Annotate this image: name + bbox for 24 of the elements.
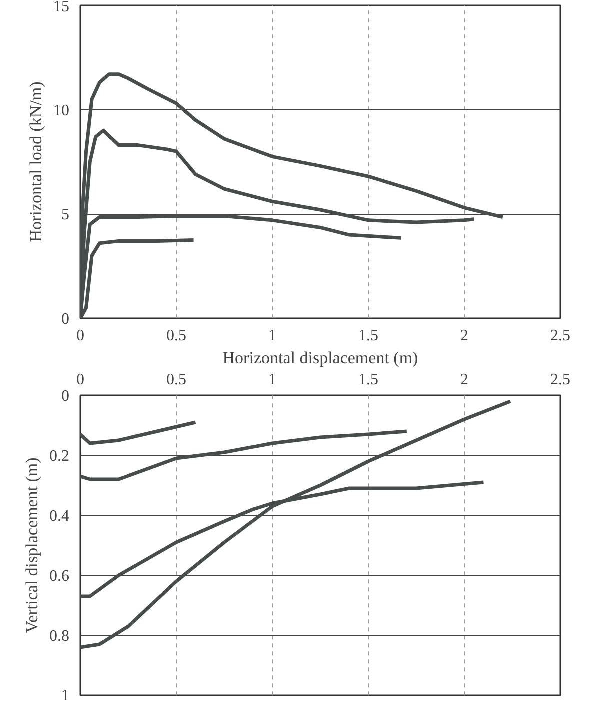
x-tick-label: 1 bbox=[268, 328, 276, 344]
y-tick-label: 5 bbox=[62, 206, 70, 224]
y-tick-label: 0 bbox=[62, 311, 70, 328]
y-tick-label: 10 bbox=[54, 102, 70, 120]
y-axis-title: Horizontal load (kN/m) bbox=[26, 82, 46, 242]
x-tick-label: 0 bbox=[76, 328, 84, 344]
y-tick-label: 15 bbox=[54, 0, 70, 16]
x2-tick-label: 1.5 bbox=[358, 372, 378, 388]
y-axis-title: Vertical displacement (m) bbox=[22, 458, 42, 634]
x-axis-title: Horizontal displacement (m) bbox=[222, 348, 418, 368]
y-tick-label: 0.2 bbox=[50, 448, 70, 465]
y-tick-label: 0 bbox=[62, 388, 70, 405]
x-tick-label: 1.5 bbox=[358, 328, 378, 344]
y-tick-label: 0.4 bbox=[50, 508, 70, 525]
y-tick-label: 0.6 bbox=[50, 568, 70, 585]
x2-tick-label: 1 bbox=[268, 372, 276, 388]
x-tick-label: 2 bbox=[460, 328, 468, 344]
x-tick-label: 0.5 bbox=[166, 328, 186, 344]
x-tick-label: 2.5 bbox=[550, 328, 570, 344]
x2-tick-label: 0 bbox=[76, 372, 84, 388]
x2-tick-label: 0.5 bbox=[166, 372, 186, 388]
y-tick-label: 0.8 bbox=[50, 628, 70, 645]
x2-tick-label: 2 bbox=[460, 372, 468, 388]
x2-tick-label: 2.5 bbox=[550, 372, 570, 388]
